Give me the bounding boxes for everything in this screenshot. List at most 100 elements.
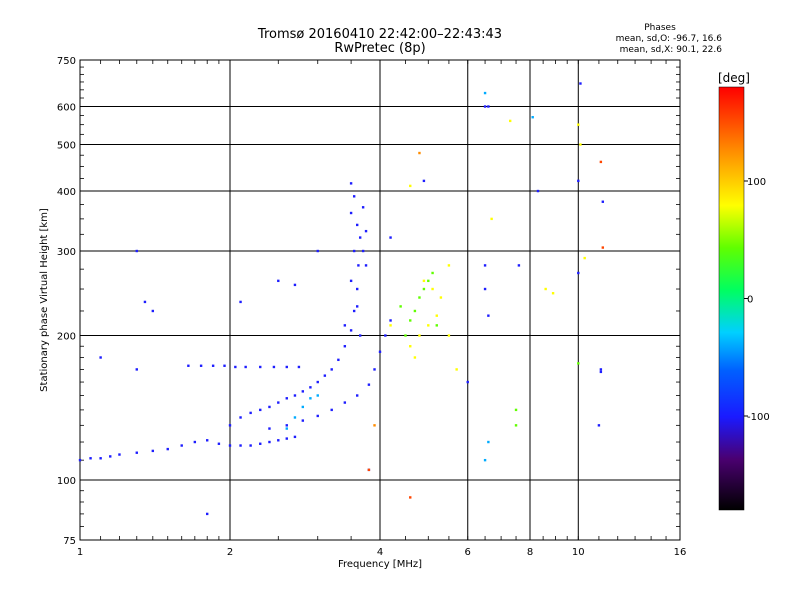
data-point [579, 143, 582, 146]
data-point [367, 468, 371, 472]
data-point [223, 364, 226, 367]
data-point [135, 249, 138, 253]
data-point [78, 458, 82, 462]
data-point [544, 287, 547, 291]
data-point [228, 444, 232, 447]
scatter-points [78, 82, 605, 516]
data-point [343, 345, 347, 348]
data-point [483, 91, 487, 95]
colorbar-tick-label: 0 [747, 295, 753, 306]
data-point [277, 439, 280, 442]
x-tick-label: 16 [674, 547, 687, 558]
data-point [577, 123, 580, 126]
data-point [180, 444, 183, 447]
data-point [514, 408, 518, 412]
data-point [277, 279, 280, 283]
x-tick-labels: 1 2 4 6 8 10 16 [77, 547, 687, 558]
data-point [577, 271, 580, 275]
data-point [514, 424, 518, 427]
data-point [99, 457, 102, 460]
data-point [285, 424, 288, 427]
data-point [316, 414, 319, 418]
data-point [151, 309, 155, 313]
data-point [259, 442, 262, 445]
phase-heading: Phases [644, 23, 676, 33]
y-tick-labels: 75 100 200 300 400 500 600 750 [57, 56, 76, 547]
data-point [601, 246, 605, 249]
data-point [361, 249, 365, 253]
data-point [234, 365, 237, 369]
data-point [373, 424, 376, 427]
data-point [508, 119, 512, 123]
data-point [109, 455, 112, 458]
data-point [193, 440, 197, 444]
y-tick-label: 400 [57, 187, 76, 198]
data-point [439, 296, 443, 299]
data-point [409, 496, 412, 499]
y-tick-label: 75 [63, 536, 76, 547]
data-point [330, 408, 333, 412]
data-point [483, 458, 487, 462]
data-point [413, 309, 417, 313]
plot-grid [79, 59, 681, 541]
data-point [352, 309, 356, 313]
data-point [422, 179, 426, 183]
data-point [349, 182, 353, 185]
data-point [431, 287, 434, 291]
data-point [579, 82, 582, 85]
data-point [316, 380, 319, 384]
data-point [151, 449, 155, 453]
data-point [373, 368, 376, 371]
data-point [483, 287, 487, 291]
colorbar-unit-label: [deg] [718, 71, 750, 85]
data-point [483, 105, 487, 108]
data-point [413, 356, 417, 359]
data-point [309, 386, 312, 389]
colorbar-tick-label: -100 [747, 412, 770, 423]
data-point [490, 217, 493, 221]
data-point [244, 365, 247, 369]
phase-stats-o: mean, sd,O: -96.7, 16.6 [616, 34, 723, 44]
data-point [301, 390, 305, 393]
y-tick-label: 750 [57, 56, 76, 67]
y-tick-label: 200 [57, 332, 76, 343]
data-point [361, 206, 365, 209]
data-point [293, 283, 297, 287]
data-point [349, 211, 353, 215]
data-point [487, 440, 490, 444]
data-point [352, 249, 356, 253]
data-point [285, 427, 288, 430]
data-point [285, 397, 288, 400]
data-point [389, 236, 392, 239]
data-point [367, 383, 371, 386]
chart-title-line1: Tromsø 20160410 22:42:00–22:43:43 [257, 27, 502, 42]
data-point [355, 287, 359, 291]
data-point [358, 236, 362, 239]
data-point [343, 401, 347, 404]
data-point [228, 424, 232, 427]
data-point [349, 329, 353, 332]
data-point [487, 105, 490, 108]
data-point [285, 437, 288, 440]
y-tick-label: 500 [57, 141, 76, 152]
data-point [399, 305, 402, 308]
data-point [599, 160, 603, 164]
data-point [487, 314, 490, 317]
data-point [352, 195, 356, 198]
x-tick-label: 2 [227, 547, 233, 558]
data-point [268, 405, 271, 409]
y-axis-label: Stationary phase Virtual Height [km] [39, 208, 50, 392]
data-point [427, 279, 430, 283]
y-tick-label: 300 [57, 247, 76, 258]
data-point [418, 334, 421, 337]
data-point [517, 264, 521, 267]
data-point [355, 394, 359, 397]
phase-stats-x: mean, sd,X: 90.1, 22.6 [620, 45, 723, 55]
data-point [577, 179, 580, 183]
data-point [239, 416, 242, 419]
data-point [404, 334, 407, 337]
y-tick-label: 600 [57, 103, 76, 114]
data-point [143, 300, 147, 304]
data-point [601, 200, 605, 203]
